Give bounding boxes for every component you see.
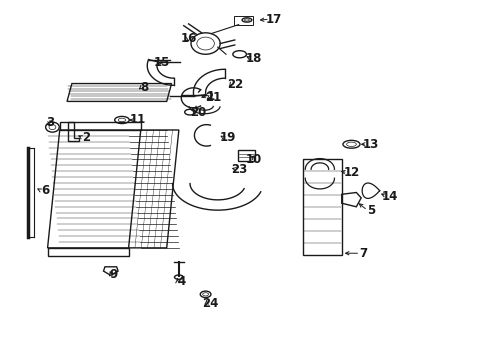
Text: 2: 2 — [82, 131, 90, 144]
Text: 19: 19 — [219, 131, 235, 144]
Text: 8: 8 — [141, 81, 149, 94]
Text: 24: 24 — [202, 297, 218, 310]
Text: 9: 9 — [109, 268, 117, 281]
Text: 4: 4 — [177, 275, 185, 288]
Text: 18: 18 — [245, 52, 262, 65]
Text: 15: 15 — [153, 55, 170, 69]
Text: 23: 23 — [231, 163, 247, 176]
Text: 21: 21 — [204, 91, 221, 104]
Text: 17: 17 — [265, 13, 281, 26]
Text: 7: 7 — [359, 247, 367, 260]
Text: 16: 16 — [180, 32, 196, 45]
Text: 6: 6 — [41, 184, 49, 197]
Text: 13: 13 — [362, 138, 378, 151]
Text: 10: 10 — [245, 153, 262, 166]
Text: 12: 12 — [343, 166, 359, 179]
Text: 11: 11 — [129, 113, 145, 126]
Text: 1: 1 — [206, 90, 214, 103]
Text: 22: 22 — [226, 78, 243, 91]
Text: 5: 5 — [366, 204, 374, 217]
Text: 20: 20 — [190, 106, 206, 120]
Text: 3: 3 — [46, 116, 54, 129]
Text: 14: 14 — [382, 190, 398, 203]
